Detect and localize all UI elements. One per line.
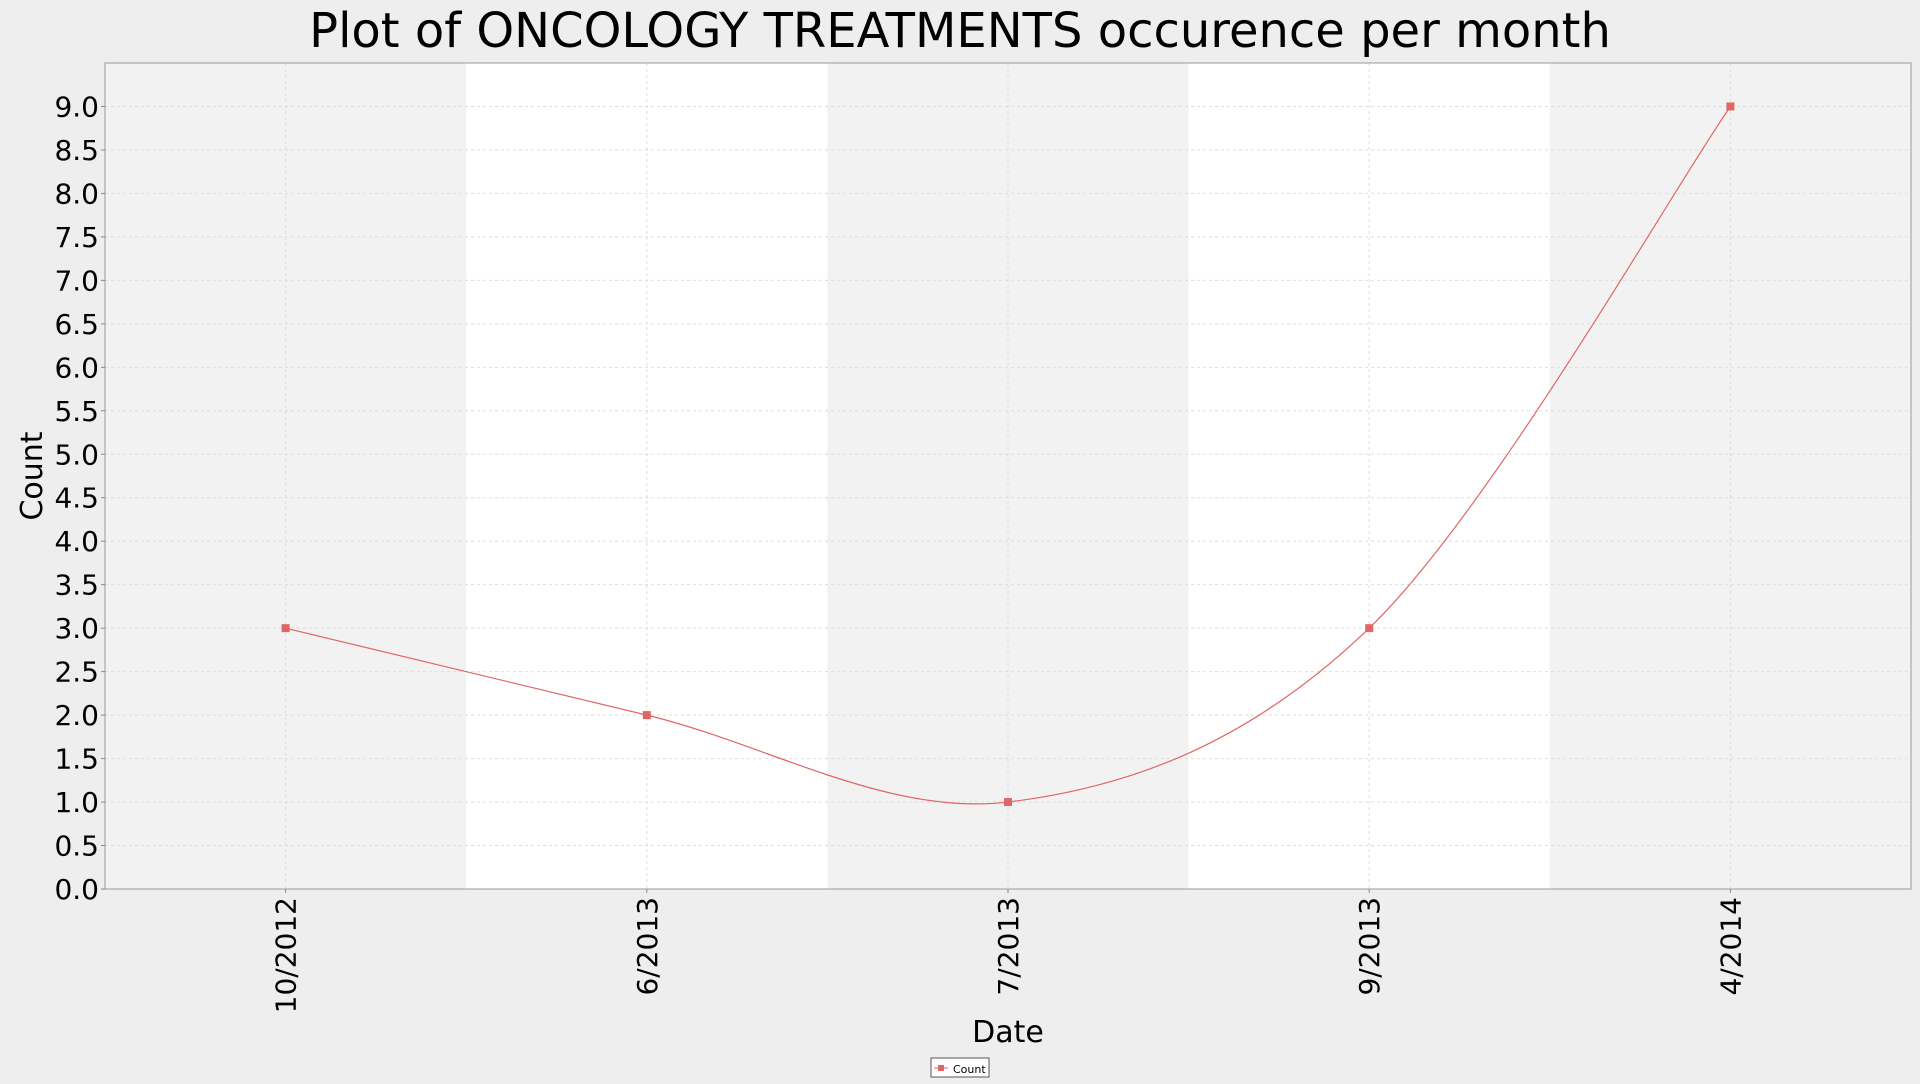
x-tick-label: 10/2012 [270, 897, 303, 1013]
series-line-1 [285, 106, 1731, 805]
y-tick-label: 6.5 [54, 308, 99, 341]
y-tick-label: 4.5 [54, 482, 99, 515]
legend-marker [938, 1065, 944, 1071]
data-point-4-2014[interactable] [1726, 102, 1735, 111]
y-tick-label: 9.0 [54, 90, 99, 123]
y-tick-label: 4.0 [54, 525, 99, 558]
y-tick-label: 7.0 [54, 264, 99, 297]
chart-title: Plot of ONCOLOGY TREATMENTS occurence pe… [309, 3, 1611, 59]
data-point-10-2012[interactable] [281, 624, 290, 633]
y-tick-label: 8.5 [54, 134, 99, 167]
y-tick-label: 7.5 [54, 221, 99, 254]
y-tick-label: 2.5 [54, 656, 99, 689]
x-tick-label: 7/2013 [992, 897, 1025, 996]
y-tick-label: 3.0 [54, 612, 99, 645]
y-tick-label: 1.5 [54, 743, 99, 776]
data-point-9-2013[interactable] [1365, 624, 1374, 633]
series-count [281, 102, 1735, 807]
x-axis-label: Date [972, 1015, 1044, 1050]
y-tick-label: 6.0 [54, 351, 99, 384]
data-point-7-2013[interactable] [1004, 798, 1012, 807]
y-axis-ticks: 0.0 0.5 1.0 1.5 2.0 2.5 3.0 3.5 4.0 4.5 5.0 5.5 6.0 6… [54, 90, 105, 906]
y-tick-label: 3.5 [54, 569, 99, 602]
category-band-4 [1188, 63, 1550, 889]
y-tick-label: 5.5 [54, 395, 99, 428]
y-tick-label: 0.5 [54, 830, 99, 863]
category-band-2 [466, 63, 828, 889]
y-tick-label: 8.0 [54, 177, 99, 210]
legend-box [930, 1057, 990, 1078]
data-point-6-2013[interactable] [642, 711, 651, 720]
y-tick-label: 1.0 [54, 786, 99, 819]
x-tick-label: 9/2013 [1353, 897, 1386, 996]
x-tick-label: 6/2013 [631, 897, 664, 996]
y-tick-label: 2.0 [54, 699, 99, 732]
y-tick-label: 0.0 [54, 873, 99, 906]
x-tick-label: 4/2014 [1714, 897, 1747, 996]
x-axis-ticks: 10/2012 6/2013 7/2013 9/2013 4/2014 [270, 889, 1747, 1013]
legend-label: Count [953, 1063, 986, 1076]
y-axis-label: Count [15, 431, 50, 520]
category-band-3 [827, 63, 1189, 889]
category-bands [105, 63, 1911, 889]
legend[interactable]: Count [930, 1057, 990, 1078]
y-tick-label: 5.0 [54, 438, 99, 471]
category-band-5 [1549, 63, 1911, 889]
category-band-1 [105, 63, 467, 889]
